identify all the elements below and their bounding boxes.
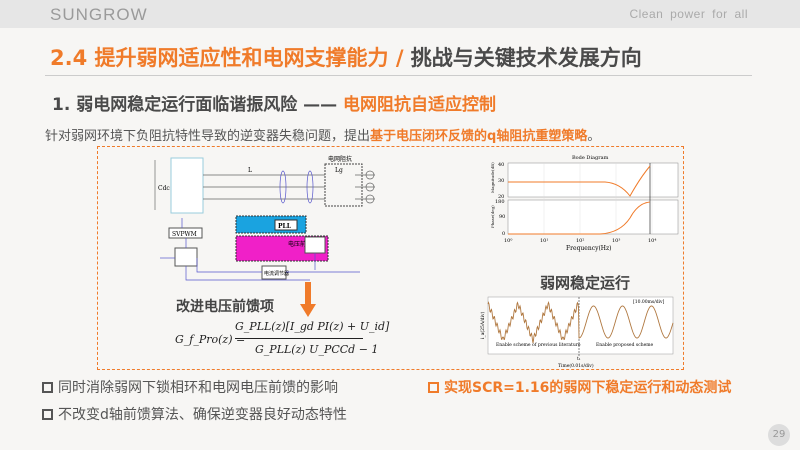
mag-tick: 40 (498, 162, 504, 168)
grid-impedance-label: 电网阻抗 (328, 155, 352, 163)
waveform-plot: [10.00ms/div] i_a(25A/div) Enable scheme… (479, 296, 674, 369)
title-highlight: 2.4 提升弱网适应性和电网支撑能力 / (50, 46, 404, 70)
page-number: 29 (768, 424, 790, 446)
mag-tick: 30 (498, 178, 504, 184)
svpwm-label: SVPWM (172, 231, 197, 238)
divider (45, 75, 752, 76)
phase-curve (508, 201, 651, 235)
x-tick: 10³ (612, 238, 620, 244)
current-regulator-label: 电流调节器 (264, 270, 289, 277)
checkbox-icon (42, 382, 53, 393)
formula-numerator: G_PLL(z)[I_gd PI(z) + U_id] (235, 320, 390, 333)
circuit-diagram: Cdc 电网阻抗 L Lg PLL 电压前馈 SVPWM 电流调节器 (154, 155, 375, 281)
phase-tick: 90 (499, 214, 505, 220)
x-tick: 10¹ (540, 238, 548, 244)
stable-operation-heading: 弱网稳定运行 (540, 274, 631, 292)
header-bar: SUNGROW Clean power for all (0, 0, 800, 28)
current-waveform (487, 300, 674, 344)
x-tick: 10⁴ (648, 238, 656, 244)
bullet-text: 实现SCR=1.16的弱网下稳定运行和动态测试 (444, 380, 732, 396)
left-annotation: Enable scheme of previous literature (496, 342, 581, 348)
x-tick: 10⁰ (504, 238, 512, 244)
bode-xlabel: Frequency(Hz) (566, 245, 612, 252)
improved-feedforward-label: 改进电压前馈项 (176, 299, 274, 315)
inductor-label: L (248, 167, 252, 174)
bode-diagram: Bode Diagram 40 30 20 180 90 0 Magnitude… (490, 155, 679, 252)
waveform-scale: [10.00ms/div] (633, 299, 665, 305)
subtitle-main: 1. 弱电网稳定运行面临谐振风险 —— (52, 95, 344, 115)
bullet-1: 同时消除弱网下锁相环和电网电压前馈的影响 (42, 377, 338, 397)
down-arrow-icon (300, 282, 316, 317)
cdc-label: Cdc (158, 185, 170, 192)
sungrow-logo: SUNGROW (50, 5, 148, 24)
waveform-ylabel: i_a(25A/div) (479, 312, 486, 339)
grid-inductor-label: Lg (335, 167, 343, 174)
x-tick: 10² (576, 238, 584, 244)
inverter-bridge (170, 157, 204, 214)
waveform-xlabel: Time(0.01s/div) (558, 362, 594, 369)
bode-ylabel-mag: Magnitude(dB) (490, 162, 495, 193)
bullet-text: 同时消除弱网下锁相环和电网电压前馈的影响 (58, 380, 338, 396)
mag-tick: 20 (498, 194, 504, 200)
right-annotation: Enable proposed scheme (596, 342, 654, 348)
bullet-3: 实现SCR=1.16的弱网下稳定运行和动态测试 (428, 377, 731, 397)
intro-text: 针对弱网环境下负阻抗特性导致的逆变器失稳问题，提出基于电压闭环反馈的q轴阻抗重塑… (45, 125, 600, 144)
intro-end: 。 (587, 129, 601, 144)
bode-title: Bode Diagram (572, 155, 609, 161)
subtitle-highlight: 电网阻抗自适应控制 (343, 95, 497, 115)
t1-label: t₁ (577, 356, 581, 362)
slogan: Clean power for all (629, 7, 748, 21)
phase-tick: 180 (495, 199, 505, 205)
checkbox-icon (428, 382, 439, 393)
bullet-text: 不改变d轴前馈算法、确保逆变器良好动态特性 (58, 407, 347, 423)
formula-denominator: G_PLL(z) U_PCCd − 1 (255, 343, 379, 356)
title-rest: 挑战与关键技术发展方向 (403, 46, 642, 70)
phase-tick: 0 (502, 231, 505, 237)
feedforward-formula: G_f_Pro(z) = G_PLL(z)[I_gd PI(z) + U_id]… (170, 318, 389, 363)
page-title: 2.4 提升弱网适应性和电网支撑能力 / 挑战与关键技术发展方向 (50, 42, 642, 72)
section-subtitle: 1. 弱电网稳定运行面临谐振风险 —— 电网阻抗自适应控制 (52, 90, 496, 115)
magnitude-curve (508, 165, 651, 197)
voltage-ff-label: 电压前馈 (288, 240, 312, 248)
bullet-2: 不改变d轴前馈算法、确保逆变器良好动态特性 (42, 404, 347, 424)
checkbox-icon (42, 409, 53, 420)
formula-lhs: G_f_Pro(z) = (175, 333, 246, 346)
intro-highlight: 基于电压闭环反馈的q轴阻抗重塑策略 (370, 129, 588, 144)
pll-label: PLL (278, 223, 292, 230)
dashed-content-box (97, 146, 684, 370)
intro-main: 针对弱网环境下负阻抗特性导致的逆变器失稳问题，提出 (45, 129, 371, 144)
bode-ylabel-phase: Phase(deg) (490, 205, 495, 228)
